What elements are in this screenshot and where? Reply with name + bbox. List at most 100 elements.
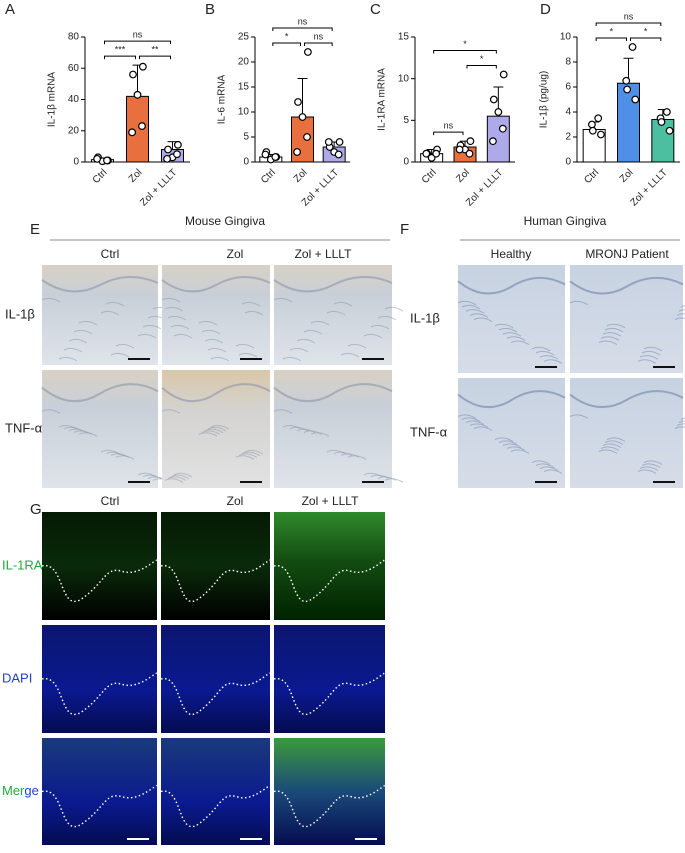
data-point — [665, 126, 674, 135]
data-point — [623, 85, 632, 94]
significance-label: ** — [151, 45, 159, 55]
tissue-texture — [167, 476, 187, 481]
x-tick-label: Zol — [618, 167, 636, 185]
row-label: IL-1RA — [2, 557, 43, 572]
tissue-texture — [164, 478, 184, 483]
micrograph — [274, 738, 385, 845]
y-axis-label: IL-1β mRNA — [47, 72, 58, 128]
y-tick-label: 5 — [403, 115, 409, 126]
tissue-texture — [494, 437, 514, 442]
column-header: Zol — [227, 494, 244, 508]
tissue-texture — [241, 451, 261, 457]
tissue-texture — [363, 333, 383, 339]
boundary — [160, 785, 271, 828]
bar — [291, 116, 314, 163]
data-point — [173, 140, 182, 149]
row-label: Merge — [2, 783, 39, 798]
boundary — [273, 785, 386, 828]
epithelium — [161, 276, 271, 293]
tissue-texture — [461, 304, 481, 310]
data-point — [93, 154, 101, 163]
tissue-texture — [531, 460, 551, 465]
tissue-texture — [606, 323, 626, 329]
tissue-texture — [498, 327, 518, 333]
micrograph — [42, 370, 158, 488]
data-point — [164, 145, 172, 154]
micrograph — [570, 265, 683, 373]
tissue-texture — [637, 469, 657, 474]
column-header: Ctrl — [101, 247, 120, 261]
data-point — [138, 122, 146, 130]
data-point — [588, 126, 597, 135]
data-point — [597, 130, 605, 139]
significance-bracket — [104, 40, 171, 45]
data-point — [303, 133, 311, 141]
data-point — [128, 128, 137, 137]
tissue-texture — [602, 443, 622, 448]
row-label: IL-1β — [410, 310, 440, 325]
row-label: TNF-α — [410, 424, 448, 439]
tissue-texture — [210, 356, 230, 362]
y-tick-label: 0 — [565, 157, 571, 168]
tissue-texture — [115, 343, 135, 349]
tissue-texture — [333, 301, 353, 307]
tissue-texture — [273, 409, 293, 414]
data-point — [335, 138, 344, 146]
tissue-texture — [238, 453, 258, 458]
y-tick-label: 5 — [243, 132, 249, 143]
y-tick-label: 4 — [565, 107, 571, 118]
tissue-texture — [303, 329, 323, 335]
significance-bracket — [466, 65, 497, 69]
y-tick-label: 10 — [560, 32, 572, 43]
y-tick-label: 20 — [238, 57, 250, 68]
tissue-texture — [273, 297, 293, 303]
y-tick-label: 10 — [238, 107, 250, 118]
tissue-texture — [170, 324, 190, 330]
significance-label: * — [463, 39, 467, 49]
data-point — [465, 149, 474, 158]
x-tick-label: Ctrl — [582, 167, 601, 186]
boundary — [273, 672, 386, 715]
y-axis-label: IL-1β (pg/ug) — [539, 71, 550, 128]
tissue-texture — [535, 463, 555, 468]
tissue-texture — [326, 449, 346, 455]
tissue-texture — [173, 472, 193, 478]
data-point — [324, 138, 333, 146]
significance-label: ns — [444, 121, 454, 131]
tissue-texture — [110, 352, 130, 358]
tissue-texture — [606, 437, 626, 442]
data-point — [173, 150, 181, 159]
epithelium — [569, 390, 684, 409]
tissue-texture — [340, 352, 360, 358]
tissue-texture — [296, 338, 316, 344]
tissue-texture — [241, 301, 261, 307]
x-tick-label: Zol + LLLT — [138, 167, 179, 208]
row-label: TNF-α — [5, 420, 43, 435]
y-axis-label: IL-6 mRNA — [217, 74, 228, 124]
tissue-texture — [201, 430, 221, 435]
row-label: DAPI — [2, 670, 32, 685]
tissue-texture — [63, 347, 83, 353]
bar — [617, 82, 640, 163]
tissue-texture — [363, 472, 383, 478]
panel-letter: F — [400, 221, 409, 238]
tissue-texture — [457, 300, 477, 306]
micrograph — [161, 738, 270, 845]
significance-label: * — [610, 26, 614, 36]
significance-bracket — [139, 55, 171, 60]
tissue-texture — [244, 449, 264, 455]
tissue-texture — [639, 355, 659, 360]
significance-label: * — [644, 26, 648, 36]
x-tick-label: Zol — [127, 167, 145, 185]
significance-bracket — [304, 42, 333, 46]
tissue-texture — [326, 310, 346, 316]
tissue-texture — [641, 350, 661, 356]
tissue-texture — [78, 320, 98, 326]
tissue-texture — [170, 474, 190, 480]
data-point — [334, 150, 343, 159]
micrograph — [42, 512, 157, 620]
significance-bracket — [272, 42, 301, 46]
significance-bracket — [433, 131, 464, 136]
tissue-texture — [465, 420, 485, 425]
